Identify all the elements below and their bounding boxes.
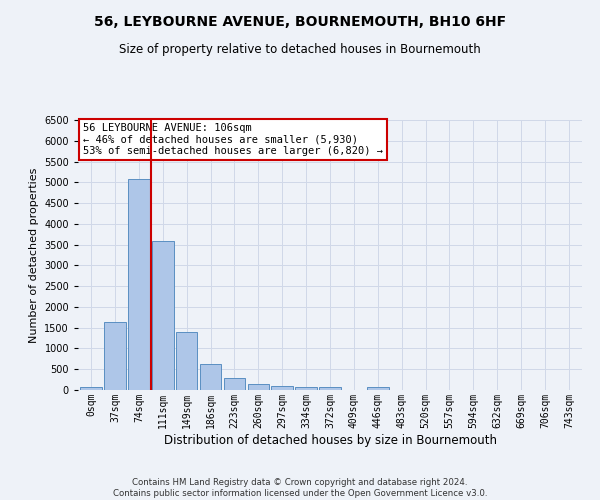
Y-axis label: Number of detached properties: Number of detached properties [29,168,38,342]
Text: 56 LEYBOURNE AVENUE: 106sqm
← 46% of detached houses are smaller (5,930)
53% of : 56 LEYBOURNE AVENUE: 106sqm ← 46% of det… [83,122,383,156]
Bar [224,378,245,390]
Text: Size of property relative to detached houses in Bournemouth: Size of property relative to detached ho… [119,42,481,56]
Bar [104,322,126,390]
Bar [319,387,341,390]
Bar [176,332,197,390]
Bar [152,242,173,390]
Bar [248,384,269,390]
Bar [271,386,293,390]
Bar [367,388,389,390]
X-axis label: Distribution of detached houses by size in Bournemouth: Distribution of detached houses by size … [163,434,497,446]
Bar [295,388,317,390]
Text: 56, LEYBOURNE AVENUE, BOURNEMOUTH, BH10 6HF: 56, LEYBOURNE AVENUE, BOURNEMOUTH, BH10 … [94,15,506,29]
Text: Contains HM Land Registry data © Crown copyright and database right 2024.
Contai: Contains HM Land Registry data © Crown c… [113,478,487,498]
Bar [200,364,221,390]
Bar [128,179,149,390]
Bar [80,387,102,390]
